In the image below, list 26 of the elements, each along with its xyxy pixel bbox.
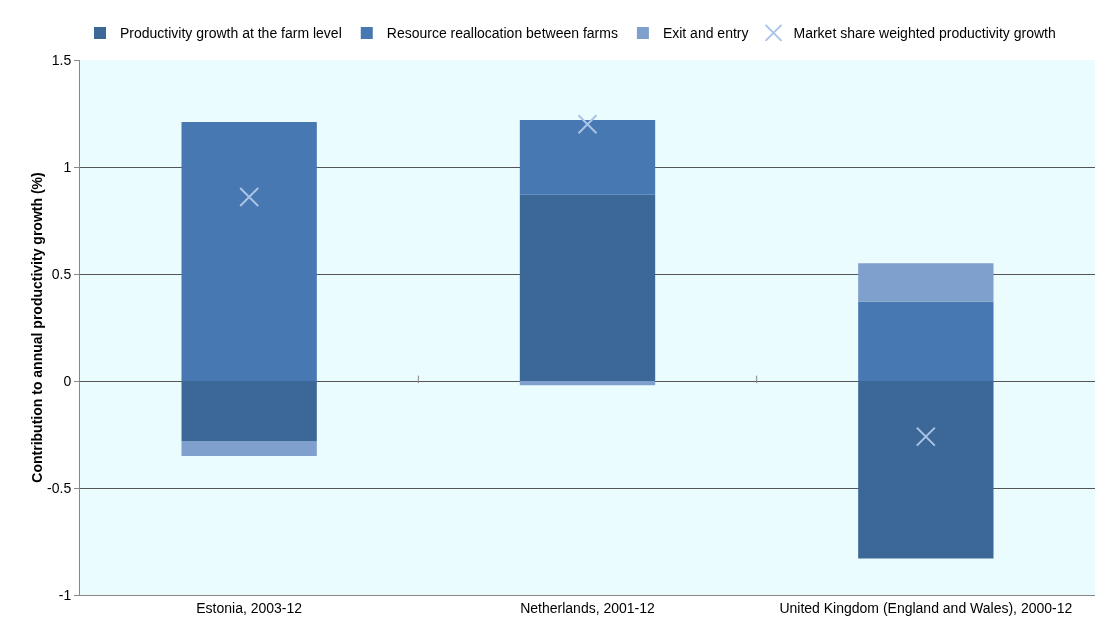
point (577, 114, 598, 135)
y-tick-label: 1.5 (51, 51, 72, 68)
bar (181, 381, 317, 441)
bar (519, 381, 656, 386)
bar (181, 122, 317, 381)
y-tick-label: -0.5 (47, 479, 72, 496)
legend-label: Productivity growth at the farm level (120, 25, 342, 42)
bar (519, 119, 656, 195)
legend-label: Exit and entry (662, 25, 749, 42)
x-tick-label: Netherlands, 2001-12 (520, 599, 656, 616)
legend-label: Market share weighted productivity growth (793, 25, 1056, 42)
x-tick-label: Estonia, 2003-12 (196, 599, 303, 616)
legend-label: Resource reallocation between farms (386, 25, 618, 42)
y-tick-label: 0.5 (51, 265, 72, 282)
y-tick-label: -1 (58, 586, 72, 603)
bar (519, 194, 656, 381)
x-tick-label: United Kingdom (England and Wales), 2000-12 (779, 599, 1073, 616)
y-tick-label: 1 (63, 158, 72, 175)
y-tick-label: 0 (63, 372, 72, 389)
y-axis-title: Contribution to annual productivity growth (%) (29, 172, 45, 483)
bar (858, 381, 994, 559)
point (915, 426, 936, 447)
bar (858, 301, 994, 381)
bar (858, 263, 994, 302)
point (239, 186, 260, 207)
bar (181, 440, 317, 456)
